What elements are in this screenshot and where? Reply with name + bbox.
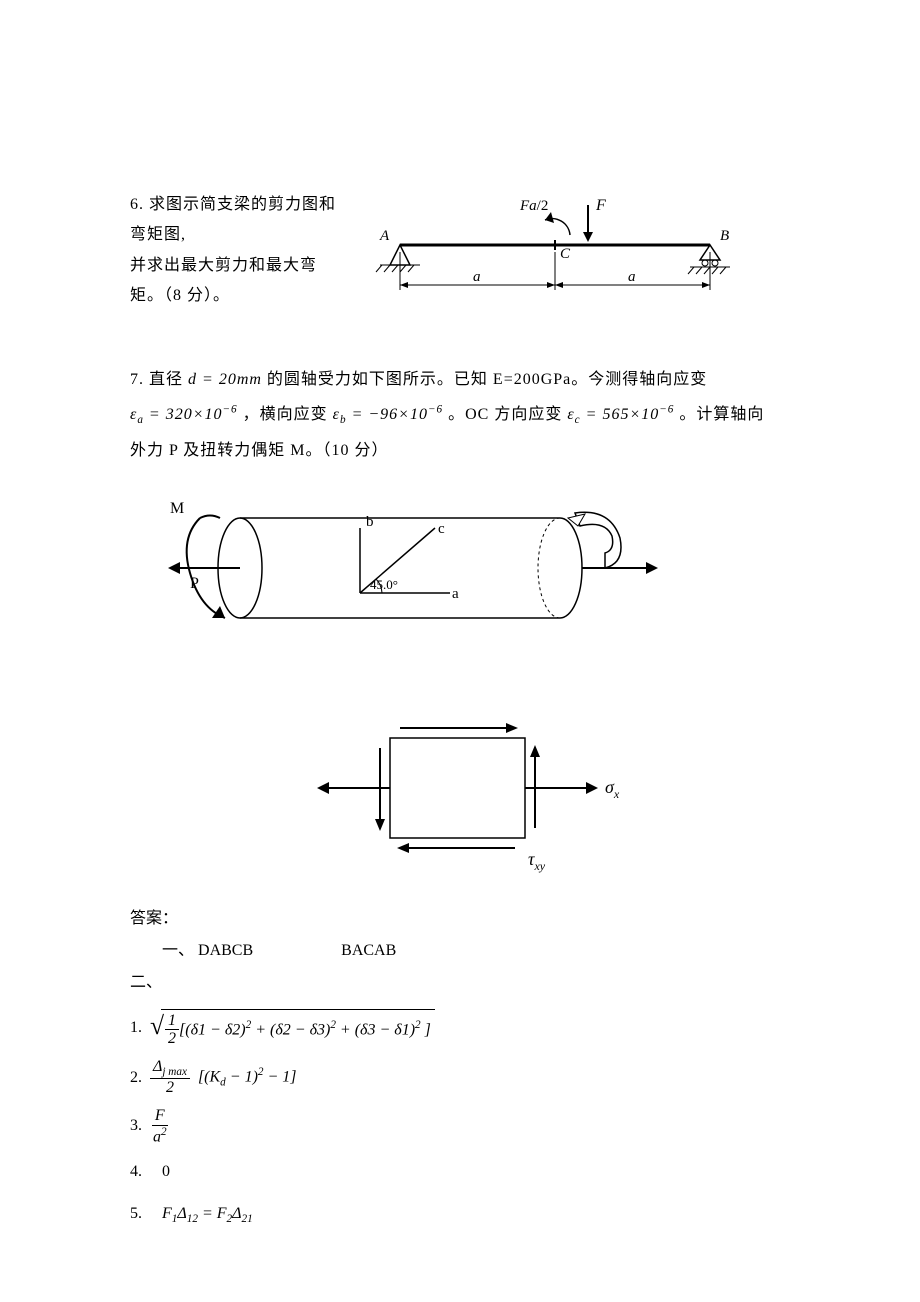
label-tau-xy: τxy — [528, 849, 546, 873]
q6-beam-diagram: F Fa/2 A C B a a — [370, 190, 740, 300]
label-a2: a — [628, 269, 636, 285]
label-b: b — [366, 514, 374, 530]
q6-line2: 并求出最大剪力和最大弯矩。（8 分）。 — [130, 257, 317, 304]
label-angle: 45.0° — [370, 577, 398, 592]
answer-3: 3. F a2 — [130, 1107, 790, 1146]
label-c: c — [438, 521, 445, 537]
label-A: A — [379, 228, 390, 244]
q6-text: 6. 求图示简支梁的剪力图和弯矩图, 并求出最大剪力和最大弯矩。（8 分）。 — [130, 190, 350, 312]
answer-4: 4. 0 — [130, 1156, 790, 1188]
q7-stress-element: σx τxy — [280, 693, 640, 873]
answers-part2-label: 二、 — [130, 967, 790, 999]
answer-1: 1. √ 12 [(δ1 − δ2)2 + (δ2 − δ3)2 + (δ3 −… — [130, 1009, 790, 1048]
label-M: M — [170, 500, 184, 517]
answers-heading: 答案： — [130, 903, 790, 935]
answer-2: 2. Δj max 2 [(Kd − 1)2 − 1] — [130, 1058, 790, 1097]
label-a1: a — [473, 269, 481, 285]
answers: 答案： 一、 DABCB BACAB 二、 1. √ 12 [(δ1 − δ2)… — [130, 903, 790, 1230]
question-7-text: 7. 直径 d = 20mm 的圆轴受力如下图所示。已知 E=200GPa。今测… — [130, 362, 790, 468]
q6-line1: 6. 求图示简支梁的剪力图和弯矩图, — [130, 196, 336, 243]
label-M: Fa/2 — [519, 198, 548, 214]
label-B: B — [720, 228, 729, 244]
q7-shaft-diagram: P M b c a 45.0° — [130, 478, 690, 658]
label-F: F — [595, 197, 606, 214]
answers-part1: 一、 DABCB BACAB — [130, 935, 790, 967]
question-6: 6. 求图示简支梁的剪力图和弯矩图, 并求出最大剪力和最大弯矩。（8 分）。 — [130, 190, 790, 312]
label-a: a — [452, 586, 459, 602]
label-sigma-x: σx — [605, 777, 620, 801]
answer-5: 5. F1Δ12 = F2Δ21 — [130, 1198, 790, 1231]
label-C: C — [560, 246, 571, 262]
